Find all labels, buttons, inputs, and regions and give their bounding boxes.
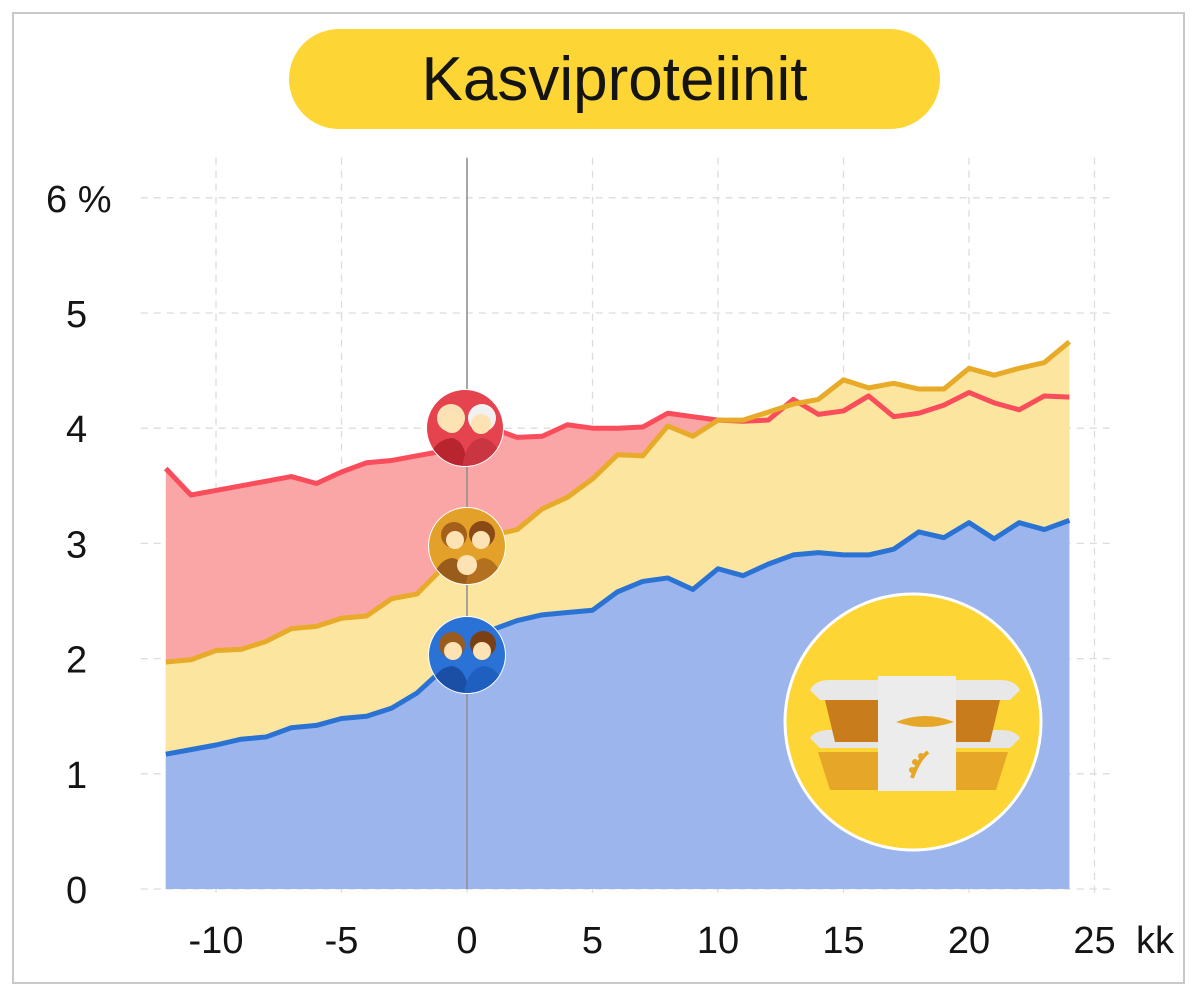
x-unit-label: kk — [1136, 920, 1175, 962]
y-tick-label: 2 — [66, 640, 87, 682]
series-line — [163, 389, 1070, 498]
plant-protein-package-icon — [783, 592, 1043, 852]
x-tick-label: 15 — [822, 920, 864, 962]
x-tick-label: 25 — [1073, 920, 1115, 962]
series-lines — [163, 339, 1071, 757]
x-tick-label: 0 — [456, 920, 477, 962]
series-line — [165, 518, 1071, 757]
y-tick-label: 6 % — [46, 179, 111, 221]
y-axis-ticks: 0 1 2 3 4 5 6 % — [46, 179, 111, 912]
x-tick-label: 10 — [697, 920, 739, 962]
series-line — [165, 339, 1071, 665]
x-tick-label: -5 — [325, 920, 359, 962]
x-tick-label: -10 — [189, 920, 244, 962]
chart-title: Kasviproteiinit — [289, 29, 940, 129]
chart-frame — [12, 12, 1185, 984]
x-axis-ticks: -10 -5 0 5 10 15 20 25 — [189, 920, 1116, 962]
y-tick-label: 4 — [66, 409, 87, 451]
young-couple-icon — [428, 616, 506, 694]
family-icon — [428, 507, 506, 585]
x-tick-label: 20 — [948, 920, 990, 962]
y-tick-label: 5 — [66, 294, 87, 336]
x-tick-label: 5 — [582, 920, 603, 962]
y-tick-label: 0 — [66, 870, 87, 912]
y-tick-label: 3 — [66, 524, 87, 566]
y-tick-label: 1 — [66, 755, 87, 797]
